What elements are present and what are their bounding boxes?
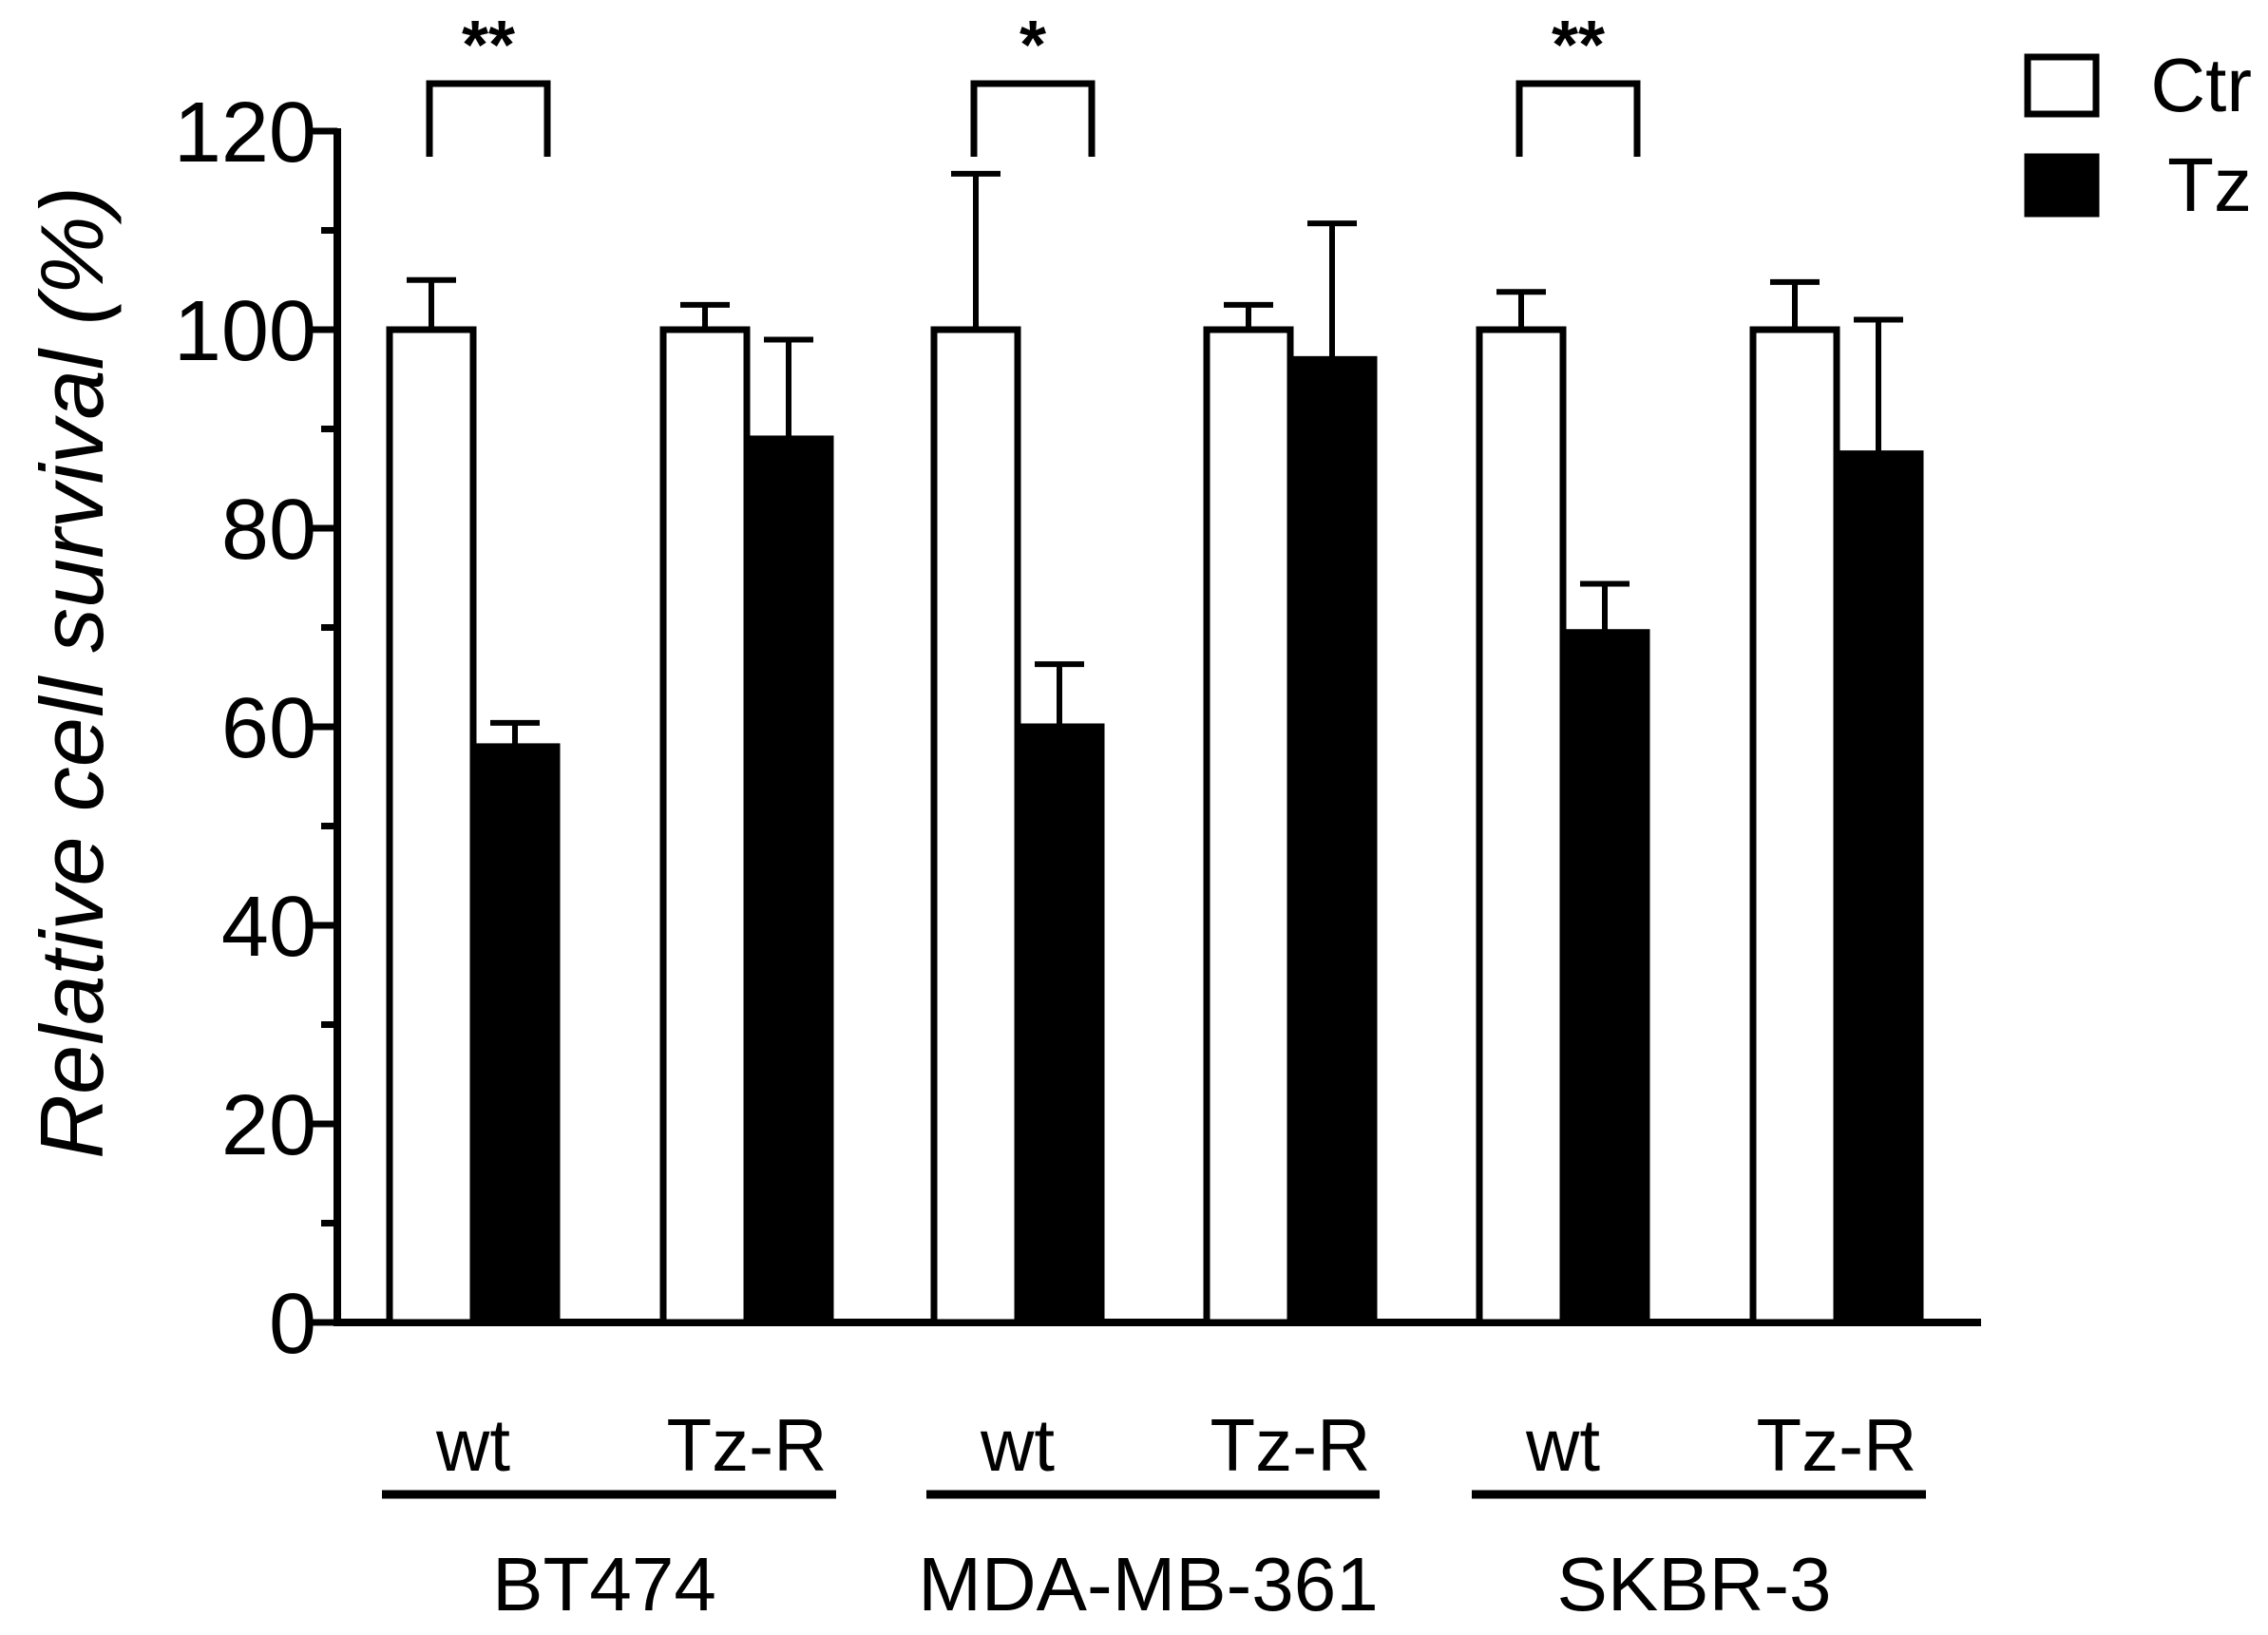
cell-line-label: BT474 — [492, 1542, 716, 1626]
bars — [386, 326, 1924, 1326]
legend-label: Tz — [2167, 143, 2252, 227]
significance-label: ** — [1552, 8, 1605, 84]
significance-label: ** — [462, 8, 515, 84]
bar-tz — [1833, 450, 1924, 1326]
category-label: wt — [980, 1403, 1055, 1487]
bar-ctr — [659, 326, 751, 1326]
cell-line-label: MDA-MB-361 — [918, 1542, 1379, 1626]
axes: 0 20 40 60 80 100 120 — [174, 86, 1981, 1372]
legend-swatch-ctr — [2024, 53, 2100, 118]
legend-label: Ctr — [2150, 43, 2252, 127]
y-axis-label: Relative cell survival (%) — [22, 186, 122, 1159]
legend-swatch-tz — [2024, 153, 2100, 218]
y-tick-label: 0 — [269, 1277, 316, 1372]
cell-line-label: SKBR-3 — [1557, 1542, 1832, 1626]
bar-ctr — [1203, 326, 1294, 1326]
category-label: Tz-R — [1757, 1403, 1917, 1487]
y-tick-label: 120 — [174, 86, 316, 181]
significance-bracket — [970, 80, 1096, 157]
bar-ctr — [1476, 326, 1567, 1326]
y-tick-label: 80 — [221, 483, 316, 578]
bar-tz — [1014, 723, 1105, 1326]
significance-brackets: ** * ** — [426, 8, 1641, 157]
bar-ctr — [930, 326, 1021, 1326]
significance-label: * — [1020, 8, 1046, 84]
category-label: Tz-R — [667, 1403, 828, 1487]
significance-bracket — [1515, 80, 1641, 157]
bar-ctr — [1749, 326, 1840, 1326]
y-tick-label: 20 — [221, 1078, 316, 1173]
bar-tz — [469, 743, 561, 1326]
bar-tz — [1559, 629, 1650, 1326]
bar-tz — [743, 435, 834, 1326]
category-label: wt — [435, 1403, 510, 1487]
y-tick-label: 40 — [221, 880, 316, 975]
y-tick-label: 60 — [221, 681, 316, 776]
legend: Ctr Tz — [2024, 43, 2252, 227]
y-tick-label: 100 — [174, 284, 316, 379]
x-axis-labels: wt Tz-R wt Tz-R wt Tz-R BT474 MDA-MB-361 SKBR-3 — [382, 1403, 1926, 1626]
significance-bracket — [426, 80, 551, 157]
error-bars — [407, 170, 1903, 747]
category-label: Tz-R — [1210, 1403, 1371, 1487]
bar-tz — [1286, 355, 1378, 1326]
bar-ctr — [386, 326, 477, 1326]
category-label: wt — [1525, 1403, 1600, 1487]
